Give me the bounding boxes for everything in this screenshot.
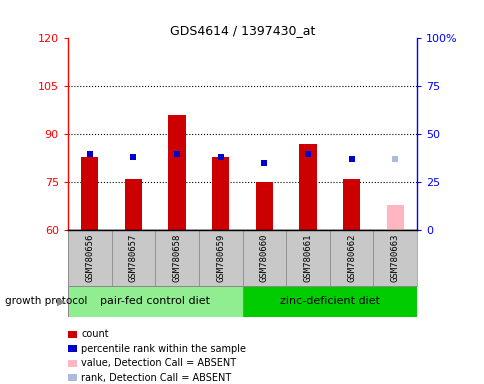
Bar bbox=[68, 286, 242, 317]
Text: GSM780663: GSM780663 bbox=[390, 234, 399, 282]
Text: zinc-deficient diet: zinc-deficient diet bbox=[279, 296, 379, 306]
Bar bbox=[286, 230, 329, 286]
Text: GSM780658: GSM780658 bbox=[172, 234, 181, 282]
Point bbox=[173, 151, 181, 157]
Bar bbox=[198, 230, 242, 286]
Text: value, Detection Call = ABSENT: value, Detection Call = ABSENT bbox=[81, 358, 236, 368]
Bar bbox=[81, 157, 98, 230]
Text: GSM780657: GSM780657 bbox=[129, 234, 137, 282]
Point bbox=[303, 151, 311, 157]
Bar bbox=[386, 205, 403, 230]
Point bbox=[86, 151, 93, 157]
Text: GSM780656: GSM780656 bbox=[85, 234, 94, 282]
Bar bbox=[342, 179, 360, 230]
Bar bbox=[111, 230, 155, 286]
Point bbox=[391, 156, 398, 162]
Bar bbox=[155, 230, 198, 286]
Bar bbox=[255, 182, 272, 230]
Text: rank, Detection Call = ABSENT: rank, Detection Call = ABSENT bbox=[81, 373, 231, 383]
Text: pair-fed control diet: pair-fed control diet bbox=[100, 296, 210, 306]
Point bbox=[347, 156, 355, 162]
Point bbox=[129, 154, 137, 161]
Text: ▶: ▶ bbox=[57, 296, 66, 306]
Text: count: count bbox=[81, 329, 109, 339]
Bar bbox=[329, 230, 373, 286]
Title: GDS4614 / 1397430_at: GDS4614 / 1397430_at bbox=[169, 24, 315, 37]
Bar bbox=[212, 157, 229, 230]
Bar bbox=[299, 144, 316, 230]
Bar bbox=[124, 179, 142, 230]
Text: GSM780661: GSM780661 bbox=[303, 234, 312, 282]
Point bbox=[260, 160, 268, 166]
Point bbox=[216, 154, 224, 161]
Text: GSM780660: GSM780660 bbox=[259, 234, 268, 282]
Bar bbox=[168, 115, 185, 230]
Bar bbox=[373, 230, 416, 286]
Text: GSM780659: GSM780659 bbox=[216, 234, 225, 282]
Text: GSM780662: GSM780662 bbox=[347, 234, 355, 282]
Text: growth protocol: growth protocol bbox=[5, 296, 87, 306]
Bar bbox=[242, 230, 286, 286]
Bar bbox=[68, 230, 111, 286]
Text: percentile rank within the sample: percentile rank within the sample bbox=[81, 344, 246, 354]
Bar bbox=[242, 286, 416, 317]
